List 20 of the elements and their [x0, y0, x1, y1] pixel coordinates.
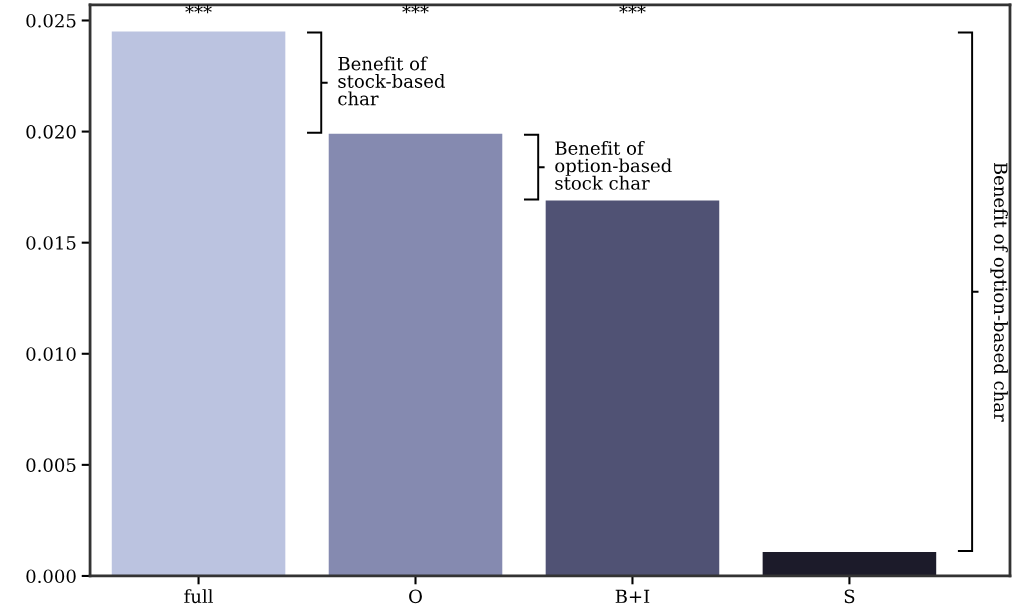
annotation: Benefit of option-based char [990, 162, 1008, 422]
y-tick-label: 0.025 [26, 13, 76, 28]
x-tick-label: O [409, 589, 422, 604]
y-tick-label: 0.010 [26, 347, 76, 361]
y-tick-label: 0.005 [26, 458, 76, 472]
bar [545, 200, 720, 576]
annotation: *** [402, 5, 429, 14]
y-tick-label: 0.015 [26, 236, 76, 250]
x-tick-label: full [184, 589, 213, 604]
y-tick-label: 0.020 [26, 125, 76, 139]
bar [111, 31, 286, 576]
x-tick-label: B+I [615, 589, 650, 603]
annotation: Benefit of stock-based char [338, 56, 445, 106]
bar [328, 133, 503, 576]
annotation: *** [619, 5, 646, 14]
annotation: Benefit of option-based stock char [555, 140, 672, 190]
x-tick-label: S [844, 589, 855, 604]
annotation: *** [185, 5, 212, 14]
bar [762, 551, 937, 576]
y-tick-label: 0.000 [26, 569, 76, 584]
